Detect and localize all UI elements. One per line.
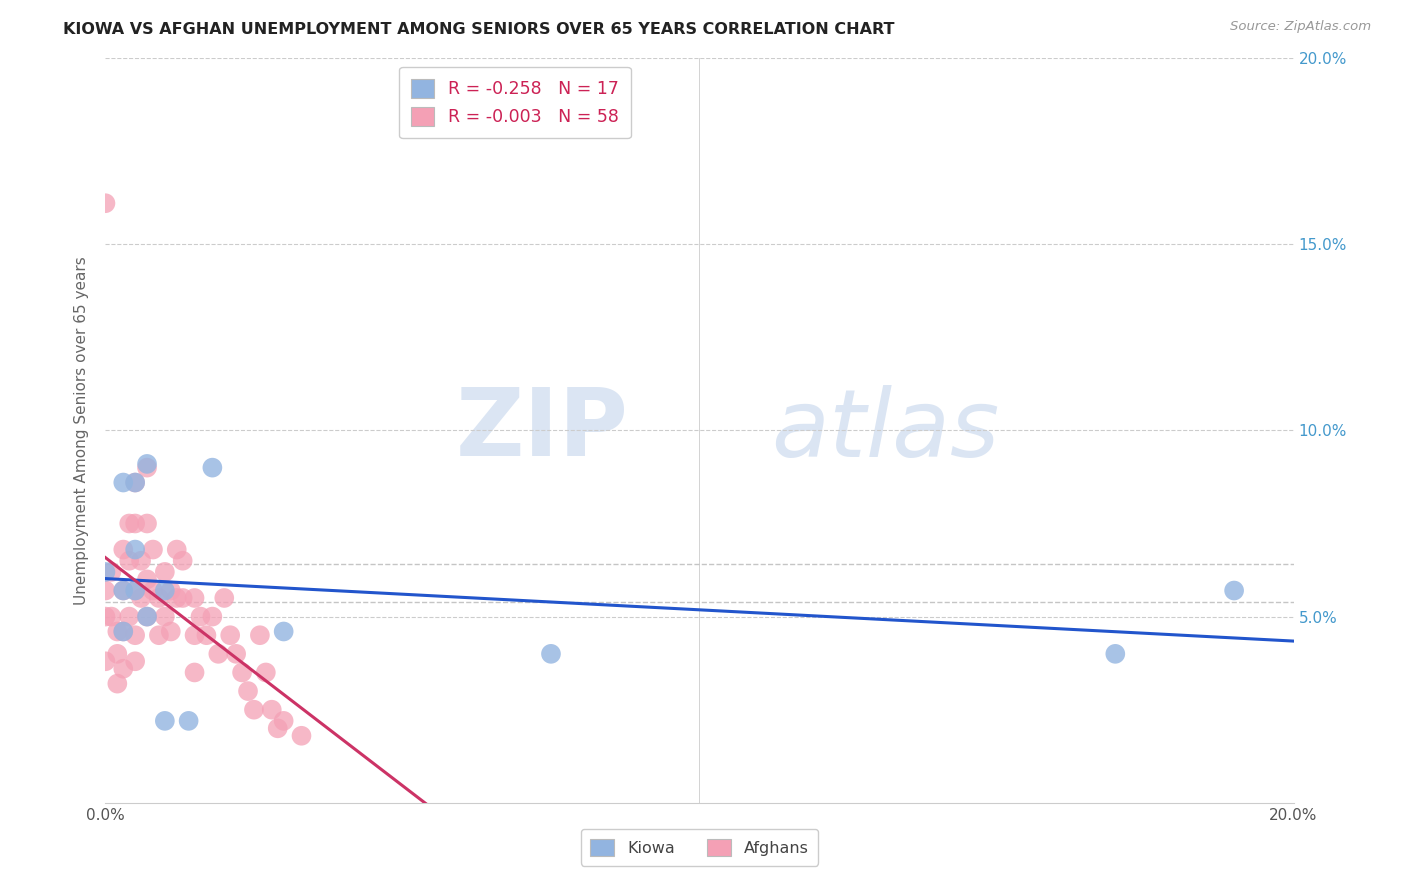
Point	[112, 475, 135, 490]
Point	[136, 516, 159, 531]
Point	[118, 554, 141, 568]
Point	[100, 609, 122, 624]
Point	[249, 628, 271, 642]
Text: ZIP: ZIP	[456, 384, 628, 476]
Point	[136, 460, 159, 475]
Point	[1223, 583, 1246, 598]
Point	[129, 554, 152, 568]
Point	[225, 647, 247, 661]
Point	[124, 475, 146, 490]
Legend: Kiowa, Afghans: Kiowa, Afghans	[581, 829, 818, 865]
Point	[112, 583, 135, 598]
Point	[166, 591, 188, 605]
Point	[105, 624, 128, 639]
Point	[142, 583, 165, 598]
Point	[129, 591, 152, 605]
Point	[172, 554, 194, 568]
Point	[100, 565, 122, 579]
Point	[153, 583, 176, 598]
Point	[124, 583, 146, 598]
Point	[112, 624, 135, 639]
Point	[183, 628, 205, 642]
Point	[148, 628, 170, 642]
Point	[112, 583, 135, 598]
Point	[1104, 647, 1126, 661]
Point	[124, 542, 146, 557]
Point	[153, 565, 176, 579]
Point	[172, 591, 194, 605]
Point	[124, 654, 146, 668]
Point	[243, 703, 266, 717]
Point	[190, 609, 212, 624]
Point	[290, 729, 312, 743]
Point	[267, 721, 290, 735]
Point	[231, 665, 253, 680]
Point	[105, 676, 128, 690]
Point	[254, 665, 277, 680]
Point	[273, 624, 295, 639]
Point	[142, 542, 165, 557]
Point	[112, 624, 135, 639]
Y-axis label: Unemployment Among Seniors over 65 years: Unemployment Among Seniors over 65 years	[75, 256, 90, 605]
Text: Source: ZipAtlas.com: Source: ZipAtlas.com	[1230, 20, 1371, 33]
Point	[236, 684, 259, 698]
Point	[94, 196, 117, 211]
Point	[94, 583, 117, 598]
Point	[214, 591, 236, 605]
Point	[260, 703, 283, 717]
Point	[148, 591, 170, 605]
Point	[166, 542, 188, 557]
Point	[159, 624, 181, 639]
Point	[118, 516, 141, 531]
Point	[183, 591, 205, 605]
Point	[540, 647, 562, 661]
Point	[136, 573, 159, 587]
Point	[94, 565, 117, 579]
Point	[105, 647, 128, 661]
Point	[207, 647, 229, 661]
Point	[112, 662, 135, 676]
Point	[112, 542, 135, 557]
Point	[118, 609, 141, 624]
Point	[136, 457, 159, 471]
Point	[153, 714, 176, 728]
Text: atlas: atlas	[770, 384, 1000, 476]
Text: KIOWA VS AFGHAN UNEMPLOYMENT AMONG SENIORS OVER 65 YEARS CORRELATION CHART: KIOWA VS AFGHAN UNEMPLOYMENT AMONG SENIO…	[63, 22, 894, 37]
Point	[159, 583, 181, 598]
Point	[201, 460, 224, 475]
Point	[124, 628, 146, 642]
Point	[183, 665, 205, 680]
Point	[136, 609, 159, 624]
Point	[136, 609, 159, 624]
Point	[201, 609, 224, 624]
Point	[124, 583, 146, 598]
Point	[195, 628, 218, 642]
Point	[124, 516, 146, 531]
Point	[94, 654, 117, 668]
Point	[219, 628, 242, 642]
Point	[273, 714, 295, 728]
Point	[177, 714, 200, 728]
Point	[94, 609, 117, 624]
Point	[124, 475, 146, 490]
Point	[153, 609, 176, 624]
